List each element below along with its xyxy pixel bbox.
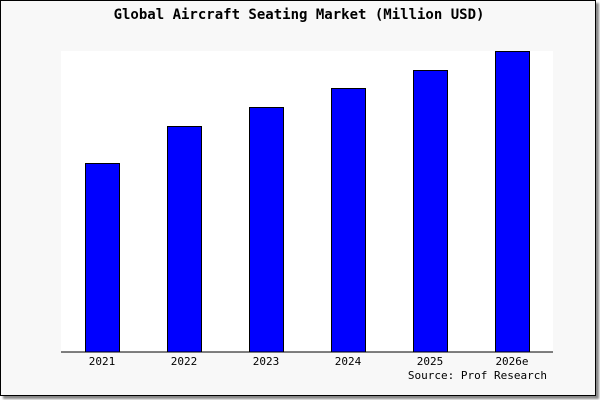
bar-2021 xyxy=(85,163,120,353)
bar-2026e xyxy=(495,51,530,353)
bar-2022 xyxy=(167,126,202,353)
bar-2023 xyxy=(249,107,284,353)
plot-area xyxy=(61,51,553,352)
bar-2025 xyxy=(413,70,448,353)
x-tick-label: 2021 xyxy=(89,355,116,368)
x-tick-label: 2023 xyxy=(253,355,280,368)
chart-title: Global Aircraft Seating Market (Million … xyxy=(113,7,485,23)
x-tick-label: 2024 xyxy=(335,355,362,368)
x-tick-label: 2022 xyxy=(171,355,198,368)
x-tick-label: 2025 xyxy=(417,355,444,368)
source-note: Source: Prof Research xyxy=(407,369,547,382)
x-tick-label: 2026e xyxy=(495,355,528,368)
bar-2024 xyxy=(331,88,366,353)
